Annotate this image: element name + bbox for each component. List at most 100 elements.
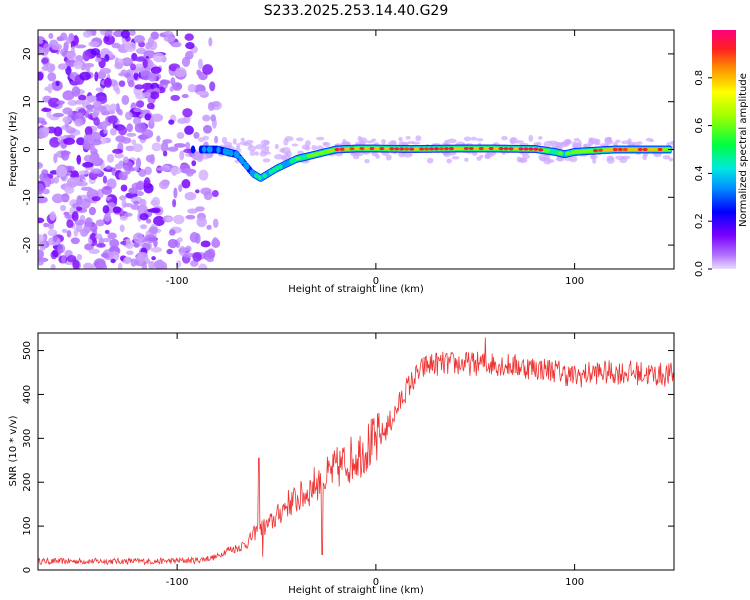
noise-blob [187, 208, 198, 214]
noise-blob [135, 190, 144, 196]
noise-blob [148, 261, 156, 269]
noise-blob [74, 99, 86, 105]
noise-blob [62, 116, 72, 124]
snr-ylabel: SNR (10 * v/v) [8, 415, 19, 486]
halo-blob [596, 139, 601, 146]
ridge-peak [468, 146, 474, 151]
x-tick-label: -100 [166, 577, 189, 588]
noise-blob [142, 92, 152, 98]
ridge-peak [429, 147, 435, 151]
noise-blob [104, 77, 112, 88]
noise-blob [117, 262, 123, 269]
noise-blob [181, 179, 191, 189]
y-tick-label: 200 [22, 473, 33, 492]
noise-blob [127, 80, 135, 88]
noise-blob [86, 95, 97, 102]
noise-blob [163, 36, 175, 42]
halo-blob [254, 151, 259, 156]
noise-blob [49, 63, 56, 72]
noise-blob [100, 252, 111, 258]
snr-series-line [38, 337, 674, 566]
noise-blob [44, 176, 52, 188]
noise-blob [212, 237, 219, 247]
noise-blob [134, 122, 147, 133]
ridge-peak [533, 147, 539, 151]
noise-blob [60, 32, 68, 41]
noise-blob [82, 50, 91, 62]
noise-blob [156, 166, 168, 171]
noise-blob [70, 170, 79, 178]
noise-blob [122, 160, 133, 171]
noise-blob [177, 237, 183, 243]
noise-blob [170, 167, 182, 175]
halo-blob [305, 140, 311, 147]
noise-blob [102, 237, 112, 243]
noise-blob [88, 239, 93, 245]
noise-blob [71, 210, 79, 222]
noise-blob [112, 206, 122, 214]
halo-blob [262, 158, 271, 163]
halo-blob [279, 148, 286, 153]
noise-blob [148, 72, 157, 82]
noise-blob [123, 256, 131, 265]
noise-blob [104, 54, 110, 62]
noise-blob [209, 81, 216, 92]
noise-blob [95, 219, 105, 227]
ridge-cell [295, 156, 301, 161]
halo-blob [232, 138, 237, 145]
noise-blob [38, 217, 45, 224]
noise-blob [200, 240, 211, 248]
noise-blob [214, 135, 219, 144]
noise-blob [106, 153, 115, 163]
noise-blob [173, 214, 185, 225]
noise-blob [122, 156, 129, 164]
noise-blob [101, 110, 110, 116]
noise-blob [129, 63, 137, 71]
noise-blob [109, 127, 117, 136]
noise-blob [38, 71, 44, 81]
spectrogram-xlabel: Height of straight line (km) [288, 284, 424, 295]
y-tick-label: 10 [22, 95, 33, 108]
noise-blob [101, 185, 113, 196]
ridge-peak [508, 147, 514, 151]
halo-blob [264, 145, 270, 150]
colorbar-tick-label: 0.0 [694, 261, 705, 277]
ridge-peak [463, 146, 469, 151]
noise-blob [150, 246, 163, 253]
spectrogram-ylabel: Frequency (Hz) [8, 111, 19, 187]
noise-blob [195, 206, 205, 212]
noise-blob [184, 191, 197, 201]
ridge-peak [523, 147, 529, 151]
noise-blob [104, 229, 110, 235]
ridge-peak [394, 147, 400, 151]
noise-blob [94, 71, 99, 82]
noise-blob [137, 204, 148, 214]
noise-blob [185, 245, 192, 252]
noise-blob [48, 32, 54, 40]
halo-blob [197, 137, 205, 143]
halo-blob [297, 150, 304, 155]
halo-blob [415, 135, 422, 142]
noise-blob [194, 233, 201, 244]
noise-blob [118, 171, 128, 181]
noise-blob [41, 65, 50, 71]
noise-blob [153, 260, 165, 269]
noise-blob [145, 218, 152, 224]
halo-blob [311, 144, 318, 151]
noise-blob [206, 224, 212, 230]
noise-blob [79, 71, 91, 81]
noise-blob [118, 125, 128, 136]
noise-blob [174, 67, 187, 78]
noise-blob [176, 82, 181, 88]
noise-blob [152, 52, 165, 63]
noise-blob [162, 139, 173, 144]
colorbar-tick-label: 0.6 [694, 118, 705, 134]
noise-blob [66, 219, 74, 229]
halo-blob [371, 138, 377, 142]
noise-blob [168, 229, 176, 236]
halo-blob [555, 157, 563, 161]
noise-blob [195, 189, 200, 194]
noise-blob [182, 108, 193, 118]
noise-blob [102, 205, 110, 214]
noise-blob [146, 102, 155, 110]
